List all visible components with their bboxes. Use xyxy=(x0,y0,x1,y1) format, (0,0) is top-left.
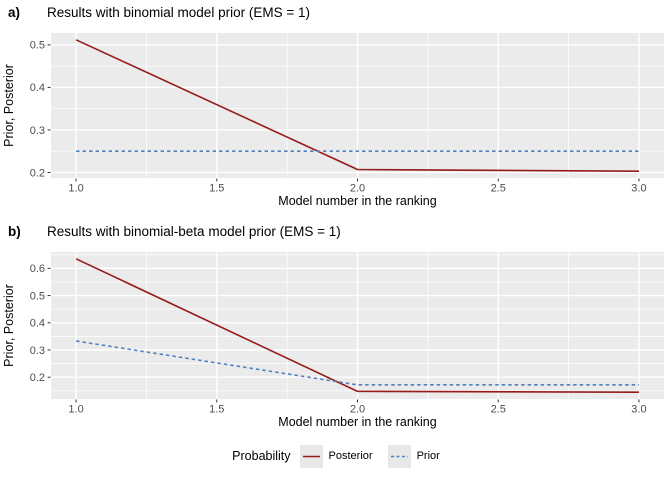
series-line-posterior xyxy=(75,258,639,393)
y-tick-label: 0.2 xyxy=(30,372,45,384)
x-tick-label: 2.5 xyxy=(491,404,506,416)
y-tick-label: 0.5 xyxy=(30,290,45,302)
chart-panel-a: a) Results with binomial model prior (EMS… xyxy=(0,0,672,212)
x-tick-label: 1.5 xyxy=(209,404,224,416)
legend-key-prior xyxy=(387,444,411,468)
y-axis-title: Prior, Posterior xyxy=(2,64,16,147)
chart-panel-b: b) Results with binomial-beta model prior… xyxy=(0,219,672,431)
legend-title: Probability xyxy=(232,449,291,463)
chart-title-b: Results with binomial-beta model prior (… xyxy=(47,224,341,239)
posterior-line-icon xyxy=(302,455,320,457)
chart-title-row-b: b) Results with binomial-beta model prior… xyxy=(8,224,341,239)
series-line-posterior xyxy=(75,39,639,172)
x-tick-label: 2.0 xyxy=(350,183,365,195)
x-tick-label: 2.0 xyxy=(350,404,365,416)
y-tick-label: 0.3 xyxy=(30,125,45,137)
legend-label-prior: Prior xyxy=(416,450,440,462)
x-tick-label: 3.0 xyxy=(631,404,646,416)
x-axis-title: Model number in the ranking xyxy=(278,415,436,429)
legend: Probability Posterior Prior xyxy=(0,441,672,471)
chart-title-row-a: a) Results with binomial model prior (EMS… xyxy=(8,5,310,20)
chart-svg: 1.0 1.5 2.0 2.5 3.0 0.2 0.3 0.4 0.5 Model number … xyxy=(2,33,664,208)
x-axis-title: Model number in the ranking xyxy=(278,194,436,208)
y-tick-label: 0.4 xyxy=(30,318,45,330)
panel-tag-b: b) xyxy=(8,224,21,239)
prior-dashed-line-icon xyxy=(390,455,408,457)
chart-svg: 1.0 1.5 2.0 2.5 3.0 0.2 0.3 0.4 0.5 0.6 Model numb… xyxy=(2,252,664,429)
panel-tag-a: a) xyxy=(8,5,21,20)
legend-label-posterior: Posterior xyxy=(328,450,373,462)
x-tick-label: 1.0 xyxy=(68,404,83,416)
x-tick-label: 3.0 xyxy=(631,183,646,195)
x-tick-label: 1.5 xyxy=(209,183,224,195)
y-tick-label: 0.5 xyxy=(30,40,45,52)
y-tick-label: 0.3 xyxy=(30,345,45,357)
y-tick-label: 0.2 xyxy=(30,167,45,179)
plot-area-a: 1.0 1.5 2.0 2.5 3.0 0.2 0.3 0.4 0.5 Model number … xyxy=(0,0,672,212)
x-tick-label: 2.5 xyxy=(491,183,506,195)
y-tick-label: 0.4 xyxy=(30,82,45,94)
y-tick-label: 0.6 xyxy=(30,263,45,275)
chart-title-a: Results with binomial model prior (EMS =… xyxy=(47,5,310,20)
plot-area-b: 1.0 1.5 2.0 2.5 3.0 0.2 0.3 0.4 0.5 0.6 Model numb… xyxy=(0,219,672,431)
y-axis-title: Prior, Posterior xyxy=(2,284,16,367)
legend-key-posterior xyxy=(299,444,323,468)
x-tick-label: 1.0 xyxy=(68,183,83,195)
